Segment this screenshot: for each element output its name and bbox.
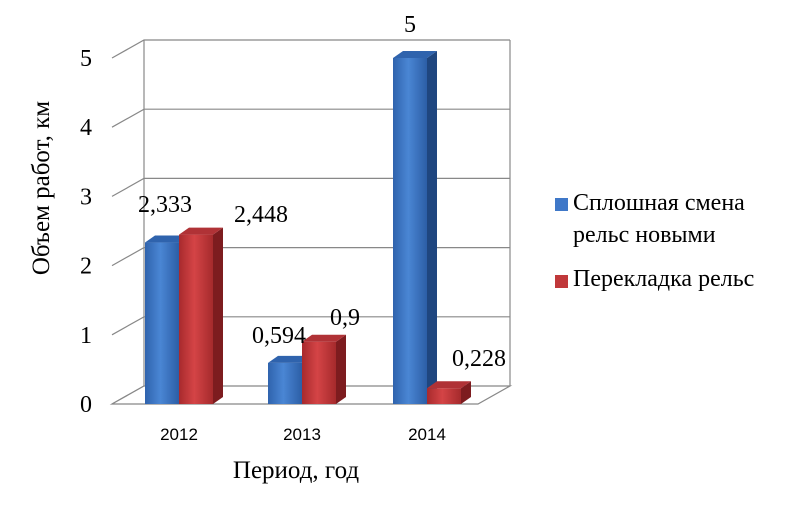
x-axis-title: Период, год (233, 457, 359, 484)
bar-top (268, 355, 312, 363)
bar-front (145, 242, 179, 404)
bar-top (393, 51, 437, 58)
bar-side (336, 334, 346, 404)
bar-2014-series-1 (393, 51, 437, 404)
legend-swatch (555, 198, 568, 211)
data-label: 2,333 (138, 192, 192, 218)
bar-side (213, 227, 223, 404)
y-tick-label: 1 (80, 323, 92, 349)
bar-front (179, 234, 213, 404)
bar-2014-series-2 (427, 381, 471, 404)
bar-front (302, 341, 336, 404)
gridlines (111, 39, 510, 336)
bar-side (427, 51, 437, 404)
data-labels: 2,333 2,448 0,594 0,9 5 0,228 (138, 12, 506, 372)
legend-item-2: Перекладка рельс (555, 266, 754, 292)
gridline (111, 39, 510, 59)
legend-swatch (555, 275, 568, 288)
back-wall-edge (111, 40, 145, 405)
x-tick-label: 2014 (408, 425, 446, 444)
legend-label: рельс новыми (573, 222, 716, 248)
x-tick-label: 2012 (160, 425, 198, 444)
data-label: 0,9 (330, 305, 360, 331)
data-label: 2,448 (234, 202, 288, 228)
x-tick-labels: 2012 2013 2014 (160, 425, 446, 444)
x-tick-label: 2013 (283, 425, 321, 444)
bar-front (427, 388, 461, 404)
bar-side (461, 381, 471, 404)
gridline (111, 177, 510, 197)
legend-label: Перекладка рельс (573, 266, 754, 292)
gridline (111, 316, 510, 336)
bars-group (145, 51, 471, 404)
data-label: 5 (404, 12, 416, 38)
legend: Сплошная смена рельс новыми Перекладка рел… (555, 190, 754, 292)
y-tick-label: 4 (80, 115, 92, 141)
bar-2013-series-2 (302, 334, 346, 404)
y-tick-labels: 0 1 2 3 4 5 (80, 46, 92, 418)
legend-label: Сплошная смена (573, 190, 745, 216)
bar-top (179, 227, 223, 235)
bar-top (302, 334, 346, 342)
bar-top (145, 235, 189, 243)
gridline (111, 108, 510, 128)
legend-item-1: Сплошная смена рельс новыми (555, 190, 745, 248)
y-tick-label: 5 (80, 46, 92, 72)
data-label: 0,594 (252, 323, 306, 349)
y-tick-label: 2 (80, 254, 92, 280)
y-tick-label: 3 (80, 184, 92, 210)
bar-top (427, 381, 471, 389)
gridline (111, 247, 510, 267)
bar-front (268, 362, 302, 404)
y-axis-title: Объем работ, км (28, 101, 55, 275)
y-tick-label: 0 (80, 392, 92, 418)
data-label: 0,228 (452, 346, 506, 372)
bar-front (393, 58, 427, 404)
bar-2012-series-2 (179, 227, 223, 404)
